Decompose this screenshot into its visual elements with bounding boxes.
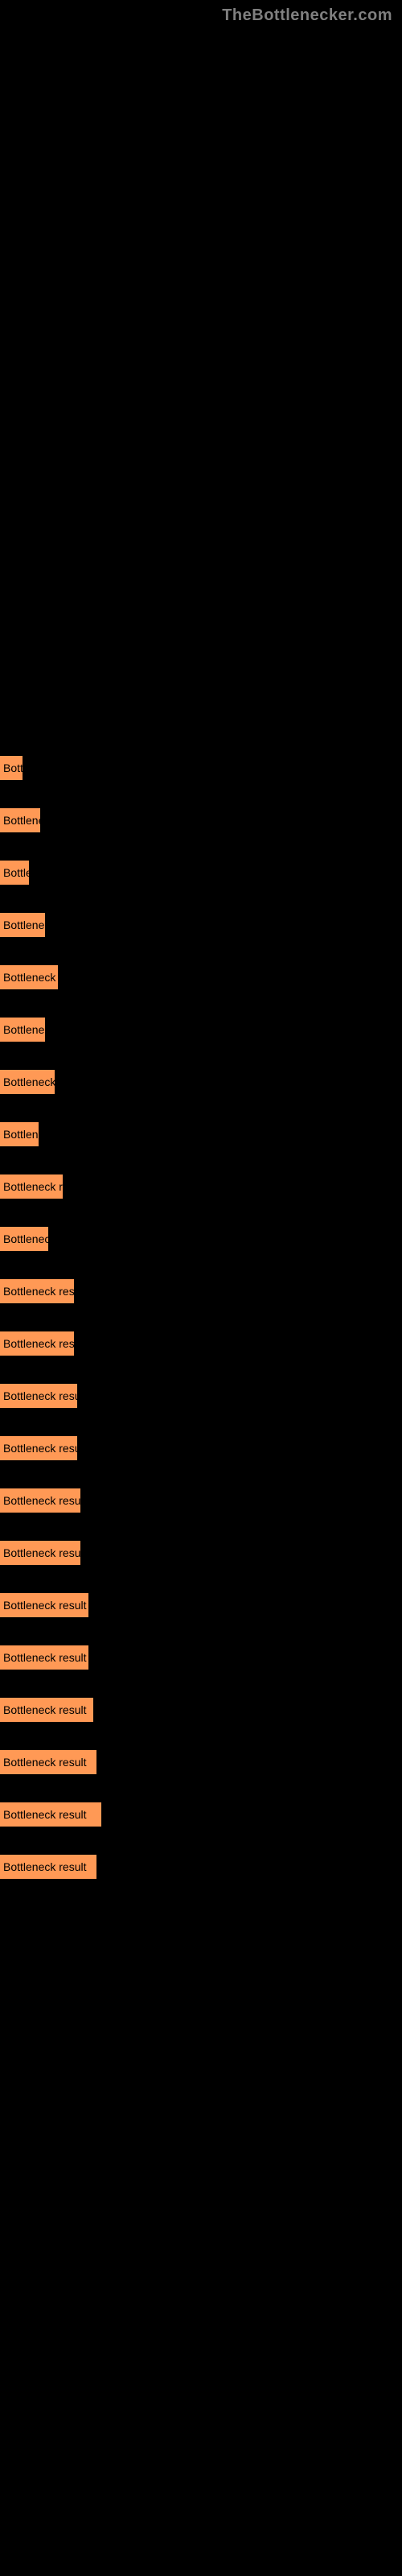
- site-watermark: TheBottlenecker.com: [0, 0, 402, 31]
- bar-label: Bottlenec: [3, 814, 40, 827]
- bar-label: Bottleneck result: [3, 1337, 74, 1350]
- bar-label: Bottleneck r: [3, 1075, 55, 1088]
- bar: Bottleneck: [0, 1227, 48, 1251]
- bar-row: Bottleneck result: [0, 1698, 402, 1722]
- bar: Bottleneck result: [0, 1802, 101, 1827]
- bar: Bott: [0, 756, 23, 780]
- bar: Bottleneck r: [0, 1070, 55, 1094]
- bar: Bottlene: [0, 1122, 39, 1146]
- bar-label: Bott: [3, 762, 23, 774]
- bar-row: Bottleneck result: [0, 1488, 402, 1513]
- bar-row: Bottleneck re: [0, 965, 402, 989]
- bar: Bottleneck re: [0, 965, 58, 989]
- bar: Bottleneck result: [0, 1488, 80, 1513]
- bar: Bottleneck: [0, 913, 45, 937]
- bar-label: Bottleneck result: [3, 1494, 80, 1507]
- bar: Bottleneck res: [0, 1174, 63, 1199]
- bar: Bottleneck result: [0, 1698, 93, 1722]
- bar: Bottle: [0, 861, 29, 885]
- bar-row: Bottleneck: [0, 913, 402, 937]
- bar-label: Bottle: [3, 866, 29, 879]
- bar-row: Bottleneck result: [0, 1802, 402, 1827]
- bar-label: Bottleneck result: [3, 1546, 80, 1559]
- bar: Bottlenec: [0, 808, 40, 832]
- bar-label: Bottleneck result: [3, 1651, 87, 1664]
- bar: Bottleneck result: [0, 1384, 77, 1408]
- bar: Bottleneck result: [0, 1593, 88, 1617]
- bar-label: Bottleneck: [3, 919, 45, 931]
- bar: Bottleneck result: [0, 1279, 74, 1303]
- bar-label: Bottleneck result: [3, 1860, 87, 1873]
- bar-label: Bottleneck result: [3, 1808, 87, 1821]
- bar-label: Bottleneck result: [3, 1756, 87, 1769]
- bar-chart: Bott Bottlenec Bottle Bottleneck Bottleneck …: [0, 31, 402, 1879]
- bar: Bottleneck result: [0, 1645, 88, 1670]
- bar-row: Bottleneck result: [0, 1541, 402, 1565]
- bar-row: Bottleneck result: [0, 1384, 402, 1408]
- bar-row: Bottleneck result: [0, 1436, 402, 1460]
- bar: Bottleneck result: [0, 1855, 96, 1879]
- bar-label: Bottleneck result: [3, 1703, 87, 1716]
- bar-label: Bottleneck result: [3, 1599, 87, 1612]
- bar-label: Bottleneck: [3, 1232, 48, 1245]
- bar-row: Bottlene: [0, 1122, 402, 1146]
- bar-label: Bottleneck result: [3, 1389, 77, 1402]
- bar-row: Bottleneck result: [0, 1331, 402, 1356]
- bar-row: Bottleneck result: [0, 1279, 402, 1303]
- bar-label: Bottleneck res: [3, 1180, 63, 1193]
- bar-row: Bottleneck res: [0, 1174, 402, 1199]
- bar-row: Bott: [0, 756, 402, 780]
- bar-label: Bottleneck result: [3, 1285, 74, 1298]
- bar-label: Bottleneck result: [3, 1442, 77, 1455]
- bar: Bottleneck: [0, 1018, 45, 1042]
- bar-label: Bottleneck: [3, 1023, 45, 1036]
- bar-row: Bottleneck: [0, 1227, 402, 1251]
- bar-row: Bottleneck result: [0, 1750, 402, 1774]
- bar-row: Bottleneck: [0, 1018, 402, 1042]
- bar: Bottleneck result: [0, 1436, 77, 1460]
- bar-row: Bottleneck result: [0, 1855, 402, 1879]
- bar-row: Bottlenec: [0, 808, 402, 832]
- bar-label: Bottlene: [3, 1128, 39, 1141]
- bar: Bottleneck result: [0, 1331, 74, 1356]
- bar: Bottleneck result: [0, 1541, 80, 1565]
- bar-row: Bottle: [0, 861, 402, 885]
- bar-label: Bottleneck re: [3, 971, 58, 984]
- bar-row: Bottleneck result: [0, 1593, 402, 1617]
- bar-row: Bottleneck r: [0, 1070, 402, 1094]
- bar: Bottleneck result: [0, 1750, 96, 1774]
- bar-row: Bottleneck result: [0, 1645, 402, 1670]
